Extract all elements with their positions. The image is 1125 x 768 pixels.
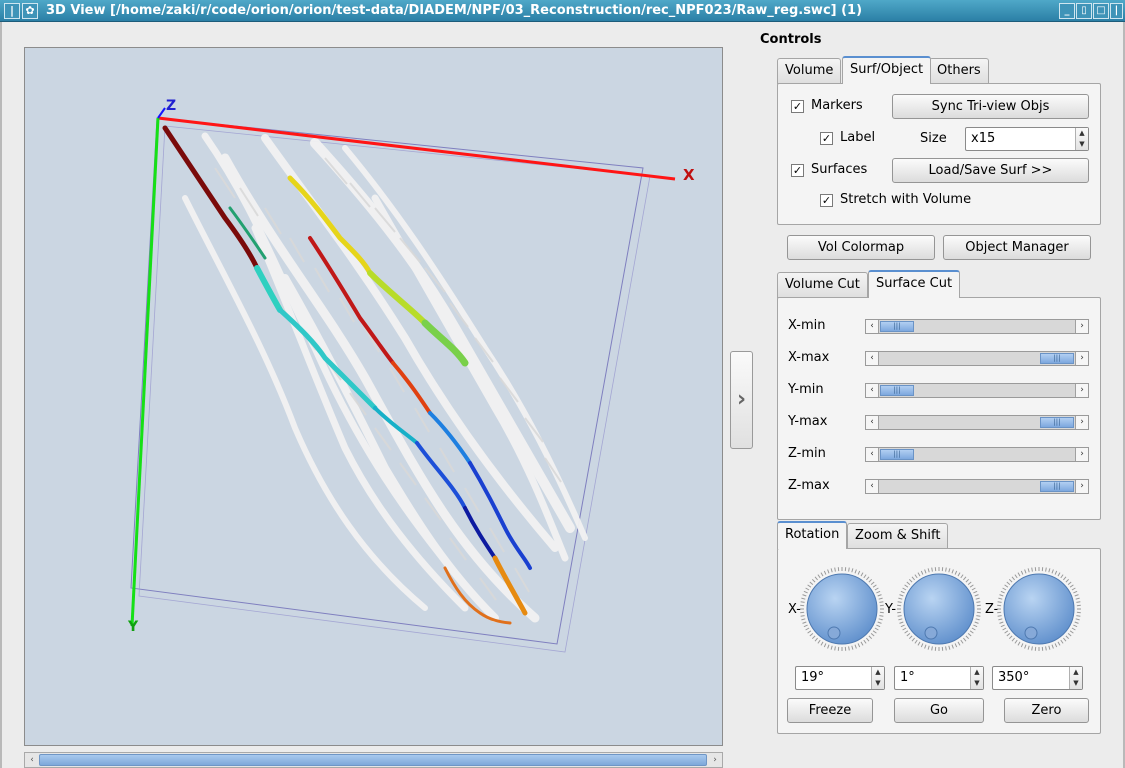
- cut-slider[interactable]: ‹ ||| ›: [865, 479, 1089, 494]
- slider-handle[interactable]: |||: [1040, 417, 1074, 428]
- neuron-render: X Y Z: [127, 98, 695, 653]
- markers-label: Markers: [811, 98, 863, 113]
- restore-button[interactable]: ▯: [1076, 3, 1092, 19]
- vol-colormap-button[interactable]: Vol Colormap: [787, 235, 935, 260]
- slider-left-arrow-icon[interactable]: ‹: [866, 480, 879, 493]
- controls-title: Controls: [760, 32, 822, 47]
- cut-label: X-max: [788, 350, 830, 365]
- x-axis-line: [157, 116, 676, 181]
- zero-button[interactable]: Zero: [1004, 698, 1089, 723]
- window-menu-icon[interactable]: |: [4, 3, 20, 19]
- maximize-button[interactable]: □: [1093, 3, 1109, 19]
- viewport-h-scrollbar[interactable]: ‹ ›: [24, 752, 723, 768]
- cut-label: Y-min: [788, 382, 824, 397]
- label-label: Label: [840, 130, 876, 145]
- cut-slider[interactable]: ‹ ||| ›: [865, 351, 1089, 366]
- scroll-left-icon[interactable]: ‹: [30, 755, 34, 765]
- spin-arrows-icon[interactable]: ▲ ▼: [871, 667, 884, 689]
- rotation-value: 1°: [900, 670, 915, 685]
- rotation-dial[interactable]: [995, 565, 1083, 653]
- rotation-dial[interactable]: [798, 565, 886, 653]
- y-axis-line: [130, 117, 160, 627]
- stretch-label: Stretch with Volume: [840, 192, 972, 207]
- slider-right-arrow-icon[interactable]: ›: [1075, 352, 1088, 365]
- rotation-value-spinbox[interactable]: 19° ▲ ▼: [795, 666, 885, 690]
- title-bar: | ✿ 3D View [/home/zaki/r/code/orion/ori…: [0, 0, 1125, 22]
- size-spinbox[interactable]: x15 ▲ ▼: [965, 127, 1089, 151]
- slider-left-arrow-icon[interactable]: ‹: [866, 416, 879, 429]
- spin-arrows-icon[interactable]: ▲ ▼: [970, 667, 983, 689]
- rotation-value-spinbox[interactable]: 1° ▲ ▼: [894, 666, 984, 690]
- size-value: x15: [971, 131, 996, 146]
- cut-slider[interactable]: ‹ ||| ›: [865, 383, 1089, 398]
- markers-checkbox[interactable]: ✓: [791, 100, 804, 113]
- object-manager-button[interactable]: Object Manager: [943, 235, 1091, 260]
- slider-right-arrow-icon[interactable]: ›: [1075, 480, 1088, 493]
- label-checkbox[interactable]: ✓: [820, 132, 833, 145]
- dial-axis-label: Z-: [985, 602, 999, 617]
- collapse-controls-button[interactable]: ›: [730, 351, 753, 449]
- freeze-button[interactable]: Freeze: [787, 698, 873, 723]
- slider-handle[interactable]: |||: [1040, 353, 1074, 364]
- tab-surf-object[interactable]: Surf/Object: [842, 56, 932, 84]
- rotation-value: 350°: [998, 670, 1030, 685]
- go-button[interactable]: Go: [894, 698, 984, 723]
- tab-volume[interactable]: Volume: [777, 58, 842, 84]
- tab-zoom-shift[interactable]: Zoom & Shift: [847, 523, 949, 549]
- app-icon: ✿: [22, 3, 38, 19]
- tab-rotation[interactable]: Rotation: [777, 521, 848, 549]
- rotation-value: 19°: [801, 670, 825, 685]
- slider-handle[interactable]: |||: [880, 449, 914, 460]
- tab-volume-cut[interactable]: Volume Cut: [777, 272, 868, 298]
- cut-label: Z-min: [788, 446, 826, 461]
- y-axis-label: Y: [127, 619, 139, 635]
- slider-left-arrow-icon[interactable]: ‹: [866, 352, 879, 365]
- z-axis-label: Z: [166, 98, 176, 114]
- cut-label: Y-max: [788, 414, 828, 429]
- stretch-checkbox[interactable]: ✓: [820, 194, 833, 207]
- window-title: 3D View [/home/zaki/r/code/orion/orion/t…: [46, 3, 863, 18]
- size-label: Size: [920, 131, 947, 146]
- slider-left-arrow-icon[interactable]: ‹: [866, 384, 879, 397]
- slider-right-arrow-icon[interactable]: ›: [1075, 448, 1088, 461]
- slider-left-arrow-icon[interactable]: ‹: [866, 320, 879, 333]
- slider-right-arrow-icon[interactable]: ›: [1075, 384, 1088, 397]
- scroll-right-icon[interactable]: ›: [713, 755, 717, 765]
- sync-tri-view-button[interactable]: Sync Tri-view Objs: [892, 94, 1089, 119]
- rotation-dial[interactable]: [895, 565, 983, 653]
- 3d-viewport[interactable]: X Y Z: [24, 47, 723, 746]
- slider-right-arrow-icon[interactable]: ›: [1075, 320, 1088, 333]
- spin-arrows-icon[interactable]: ▲ ▼: [1069, 667, 1082, 689]
- close-button[interactable]: |: [1110, 3, 1123, 19]
- scrollbar-thumb[interactable]: [39, 754, 707, 766]
- cut-label: Z-max: [788, 478, 830, 493]
- cut-slider[interactable]: ‹ ||| ›: [865, 415, 1089, 430]
- slider-right-arrow-icon[interactable]: ›: [1075, 416, 1088, 429]
- z-axis-line: [157, 107, 166, 119]
- slider-handle[interactable]: |||: [880, 385, 914, 396]
- spin-arrows-icon[interactable]: ▲ ▼: [1075, 128, 1088, 150]
- cut-slider[interactable]: ‹ ||| ›: [865, 447, 1089, 462]
- rotation-value-spinbox[interactable]: 350° ▲ ▼: [992, 666, 1083, 690]
- dial-axis-label: X-: [788, 602, 801, 617]
- load-save-surf-button[interactable]: Load/Save Surf >>: [892, 158, 1089, 183]
- surfaces-checkbox[interactable]: ✓: [791, 164, 804, 177]
- surfaces-label: Surfaces: [811, 162, 868, 177]
- tab-surface-cut[interactable]: Surface Cut: [868, 270, 961, 298]
- tab-others[interactable]: Others: [929, 58, 989, 84]
- x-axis-label: X: [683, 166, 695, 184]
- slider-handle[interactable]: |||: [1040, 481, 1074, 492]
- dial-axis-label: Y-: [885, 602, 897, 617]
- minimize-button[interactable]: _: [1059, 3, 1075, 19]
- slider-left-arrow-icon[interactable]: ‹: [866, 448, 879, 461]
- slider-handle[interactable]: |||: [880, 321, 914, 332]
- cut-label: X-min: [788, 318, 826, 333]
- cut-slider[interactable]: ‹ ||| ›: [865, 319, 1089, 334]
